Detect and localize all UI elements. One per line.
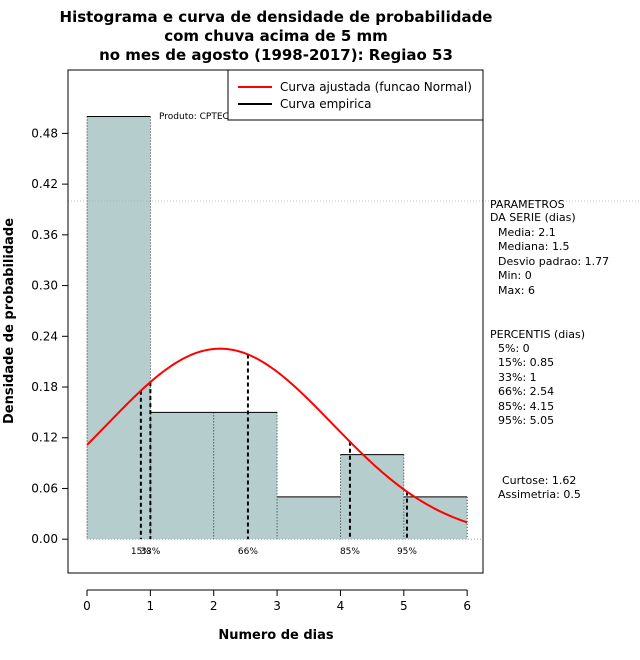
percentil-15: 15%: 0.85 xyxy=(498,356,554,369)
param-max: Max: 6 xyxy=(498,284,535,297)
percentile-labels: 15%33% 66% 85% 95% xyxy=(131,547,418,557)
percentis-title: PERCENTIS (dias) xyxy=(490,328,585,341)
y-axis-label: Densidade de probabilidade xyxy=(2,218,17,424)
chart-title-line-3: no mes de agosto (1998-2017): Regiao 53 xyxy=(99,46,453,64)
y-tick-label-5: 0.30 xyxy=(31,279,58,293)
percentile-lines xyxy=(139,354,408,540)
bar-divider-lines xyxy=(86,116,483,540)
percentile-label-1: 33% xyxy=(140,547,160,557)
chart-title-line-1: Histograma e curva de densidade de proba… xyxy=(60,8,493,26)
x-axis-label: Numero de dias xyxy=(218,628,334,643)
legend-box xyxy=(227,69,484,121)
histogram-bar-3 xyxy=(340,454,404,540)
y-tick-label-2: 0.12 xyxy=(31,431,58,445)
y-tick-label-7: 0.42 xyxy=(31,177,58,191)
curtose-value: Curtose: 1.62 xyxy=(502,474,576,487)
param-mediana: Mediana: 1.5 xyxy=(498,240,569,253)
statistics-panel: PARAMETROS DA SERIE (dias) Media: 2.1 Me… xyxy=(490,198,609,501)
param-min: Min: 0 xyxy=(498,269,532,282)
y-tick-label-8: 0.48 xyxy=(31,126,58,140)
param-media: Media: 2.1 xyxy=(498,226,556,239)
legend-label-fitted: Curva ajustada (funcao Normal) xyxy=(280,80,472,94)
histogram-bar-0 xyxy=(87,116,151,540)
params-title-2: DA SERIE (dias) xyxy=(490,211,576,224)
percentil-95: 95%: 5.05 xyxy=(498,414,554,427)
x-axis: 0 1 2 3 4 5 6 xyxy=(83,589,471,613)
y-tick-label-6: 0.36 xyxy=(31,228,58,242)
param-desvio: Desvio padrao: 1.77 xyxy=(498,255,609,268)
histogram-bar-2 xyxy=(277,496,341,540)
percentil-66: 66%: 2.54 xyxy=(498,385,554,398)
y-tick-label-0: 0.00 xyxy=(31,532,58,546)
legend-label-empirical: Curva empirica xyxy=(280,97,371,111)
x-tick-label-6: 6 xyxy=(463,599,471,613)
x-tick-label-1: 1 xyxy=(147,599,155,613)
y-axis: 0.00 0.06 0.12 0.18 0.24 0.30 0.36 0.42 0.48 xyxy=(31,126,69,546)
y-tick-label-4: 0.24 xyxy=(31,329,58,343)
normal-curve-path xyxy=(86,347,468,524)
x-tick-label-0: 0 xyxy=(83,599,91,613)
percentil-33: 33%: 1 xyxy=(498,371,537,384)
y-tick-label-1: 0.06 xyxy=(31,481,58,495)
normal-curve xyxy=(86,347,468,524)
y-tick-label-3: 0.18 xyxy=(31,380,58,394)
percentile-label-3: 85% xyxy=(340,547,360,557)
assimetria-value: Assimetria: 0.5 xyxy=(498,488,581,501)
legend: Curva ajustada (funcao Normal) Curva emp… xyxy=(227,69,484,121)
params-title-1: PARAMETROS xyxy=(490,198,565,211)
percentile-label-0: 15% xyxy=(131,547,151,557)
percentile-label-4: 95% xyxy=(397,547,417,557)
percentile-label-2: 66% xyxy=(238,547,258,557)
chart-title-line-2: com chuva acima de 5 mm xyxy=(164,27,388,45)
credit-text: Produto: CPTEC/INPE xyxy=(159,112,253,122)
x-tick-label-2: 2 xyxy=(210,599,218,613)
x-tick-label-3: 3 xyxy=(273,599,281,613)
x-tick-label-4: 4 xyxy=(337,599,345,613)
percentil-85: 85%: 4.15 xyxy=(498,400,554,413)
percentil-5: 5%: 0 xyxy=(498,342,530,355)
x-tick-label-5: 5 xyxy=(400,599,408,613)
